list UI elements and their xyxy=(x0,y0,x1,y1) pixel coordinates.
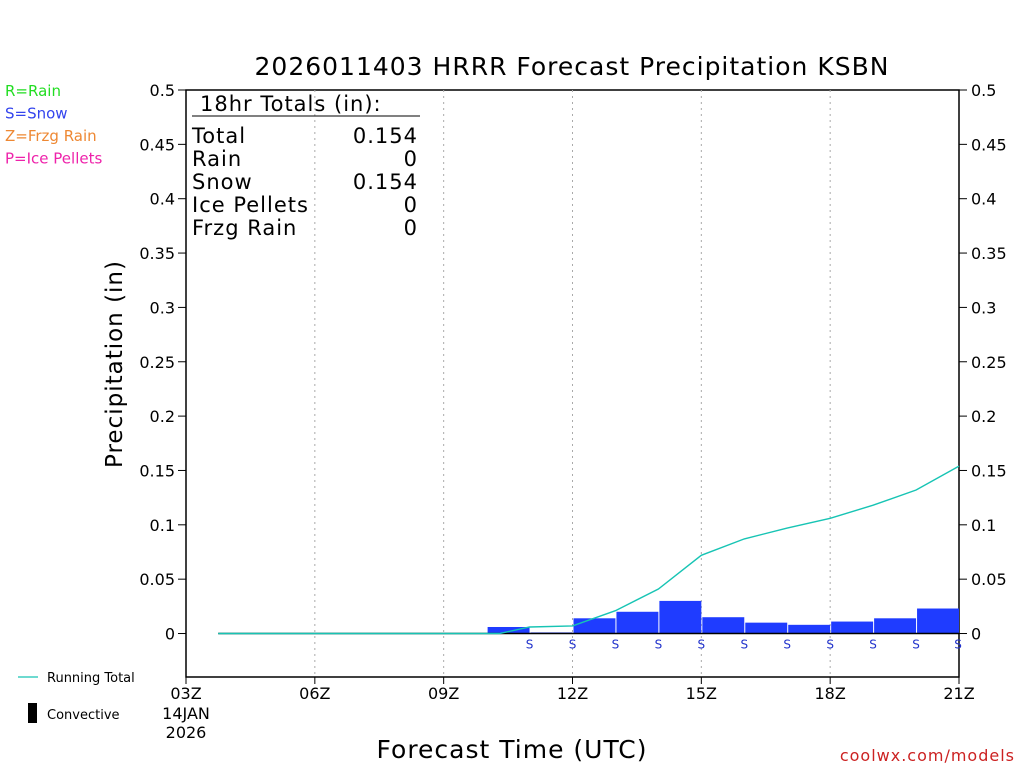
y-tick-label-left: 0.25 xyxy=(139,353,175,372)
y-tick-label-right: 0.05 xyxy=(971,570,1007,589)
totals-row-label: Frzg Rain xyxy=(192,216,297,240)
precip-bar xyxy=(874,618,917,634)
y-axis-right: 0 0.05 0.1 0.15 0.2 0.25 0.3 0.35 0.4 0.45 0.5 xyxy=(959,81,1007,644)
precip-bar xyxy=(917,608,959,634)
y-tick-label-left: 0.35 xyxy=(139,244,175,263)
totals-row-label: Total xyxy=(191,124,246,148)
convective-legend-swatch xyxy=(28,703,37,723)
y-tick-label-left: 0.2 xyxy=(150,407,175,426)
running-total-series xyxy=(218,465,960,635)
running-total-legend-label: Running Total xyxy=(47,671,135,686)
y-tick-label-right: 0.35 xyxy=(971,244,1007,263)
x-axis-label: Forecast Time (UTC) xyxy=(377,735,648,764)
y-tick-label-right: 0 xyxy=(971,625,981,644)
totals-row-value: 0 xyxy=(404,147,418,171)
y-tick-label-left: 0.4 xyxy=(150,190,175,209)
x-tick-label: 06Z xyxy=(299,684,330,703)
y-tick-label-right: 0.15 xyxy=(971,461,1007,480)
precip-type-marker: S xyxy=(783,638,791,652)
totals-row-label: Ice Pellets xyxy=(192,193,309,217)
x-axis: 03Z 06Z 09Z 12Z 15Z 18Z 21Z xyxy=(170,677,975,703)
totals-row-label: Snow xyxy=(192,170,253,194)
precip-type-marker: S xyxy=(697,638,705,652)
grid-lines xyxy=(314,90,831,677)
y-tick-label-left: 0.5 xyxy=(150,81,175,100)
y-tick-label-right: 0.1 xyxy=(971,516,996,535)
totals-row-value: 0 xyxy=(404,216,418,240)
y-tick-label-left: 0.15 xyxy=(139,461,175,480)
y-tick-label-right: 0.5 xyxy=(971,81,996,100)
precip-type-legend: R=Rain S=Snow Z=Frzg Rain P=Ice Pellets xyxy=(5,82,102,168)
start-date-day: 14JAN xyxy=(162,704,210,723)
precip-type-marker: S xyxy=(826,638,834,652)
precip-type-marker: S xyxy=(526,638,534,652)
precip-type-legend-item: S=Snow xyxy=(5,105,68,123)
precip-type-marker: S xyxy=(954,638,962,652)
precip-bar xyxy=(788,624,831,634)
precip-type-marker: S xyxy=(740,638,748,652)
precip-bar xyxy=(702,617,745,634)
y-tick-label-left: 0.45 xyxy=(139,135,175,154)
precip-type-marker: S xyxy=(869,638,877,652)
precip-bar xyxy=(659,600,702,634)
totals-row-label: Rain xyxy=(192,147,242,171)
y-tick-label-right: 0.45 xyxy=(971,135,1007,154)
y-tick-label-left: 0.05 xyxy=(139,570,175,589)
y-tick-label-right: 0.3 xyxy=(971,298,996,317)
y-axis-label: Precipitation (in) xyxy=(102,260,128,468)
totals-heading: 18hr Totals (in): xyxy=(200,92,382,116)
running-total-line xyxy=(218,465,960,635)
precip-type-marker: S xyxy=(569,638,577,652)
y-tick-label-right: 0.2 xyxy=(971,407,996,426)
precip-bar xyxy=(487,626,530,634)
x-tick-label: 12Z xyxy=(557,684,588,703)
x-tick-label: 21Z xyxy=(943,684,974,703)
y-axis-left: 0 0.05 0.1 0.15 0.2 0.25 0.3 0.35 0.4 0.45 0.5 xyxy=(139,81,186,644)
chart-title: 2026011403 HRRR Forecast Precipitation K… xyxy=(255,52,890,81)
convective-legend-label: Convective xyxy=(47,708,120,723)
precip-bar xyxy=(573,618,616,634)
precip-bar xyxy=(831,621,874,634)
precip-bars xyxy=(487,600,959,634)
totals-row-value: 0 xyxy=(404,193,418,217)
precip-type-marker: S xyxy=(612,638,620,652)
start-date-year: 2026 xyxy=(166,723,207,742)
precip-bar xyxy=(616,611,659,634)
x-tick-label: 09Z xyxy=(428,684,459,703)
y-tick-label-left: 0 xyxy=(165,625,175,644)
y-tick-label-left: 0.3 xyxy=(150,298,175,317)
credit-label: coolwx.com/models xyxy=(840,746,1015,765)
y-tick-label-left: 0.1 xyxy=(150,516,175,535)
precip-type-marker: S xyxy=(655,638,663,652)
totals-row-value: 0.154 xyxy=(353,170,418,194)
y-tick-label-right: 0.25 xyxy=(971,353,1007,372)
precip-type-legend-item: R=Rain xyxy=(5,82,61,100)
totals-row-value: 0.154 xyxy=(353,124,418,148)
y-tick-label-right: 0.4 xyxy=(971,190,996,209)
precip-type-legend-item: Z=Frzg Rain xyxy=(5,127,97,145)
x-tick-label: 03Z xyxy=(170,684,201,703)
precip-bar xyxy=(745,622,788,634)
totals-box: 18hr Totals (in): Total 0.154 Rain 0 Snow 0.1… xyxy=(191,92,420,240)
precip-type-marker: S xyxy=(912,638,920,652)
precip-type-legend-item: P=Ice Pellets xyxy=(5,150,102,168)
x-tick-label: 18Z xyxy=(815,684,846,703)
x-tick-label: 15Z xyxy=(686,684,717,703)
